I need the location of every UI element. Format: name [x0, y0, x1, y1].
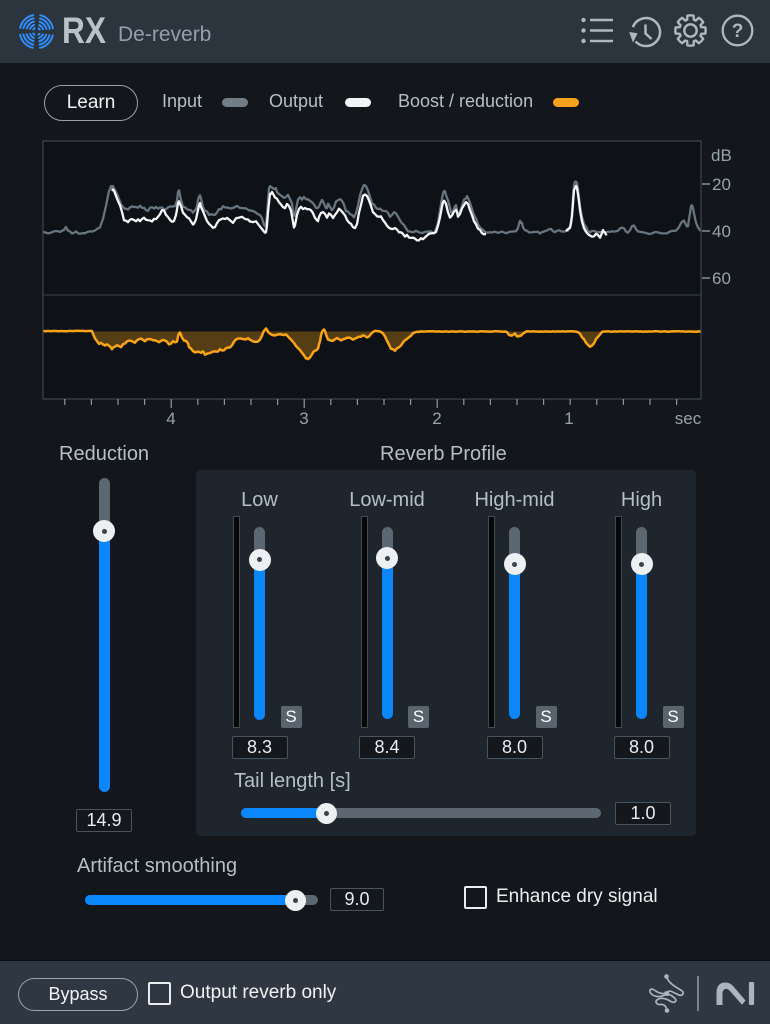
- svg-text:?: ?: [732, 21, 744, 42]
- svg-text:De-reverb: De-reverb: [118, 23, 211, 46]
- svg-text:40: 40: [712, 222, 731, 241]
- svg-text:20: 20: [712, 175, 731, 194]
- svg-text:60: 60: [712, 269, 731, 288]
- svg-text:4: 4: [166, 409, 175, 428]
- svg-text:sec: sec: [675, 409, 702, 428]
- svg-text:1: 1: [564, 409, 573, 428]
- svg-text:dB: dB: [711, 146, 732, 165]
- svg-text:2: 2: [432, 409, 441, 428]
- svg-text:RX: RX: [62, 10, 106, 51]
- svg-text:3: 3: [299, 409, 308, 428]
